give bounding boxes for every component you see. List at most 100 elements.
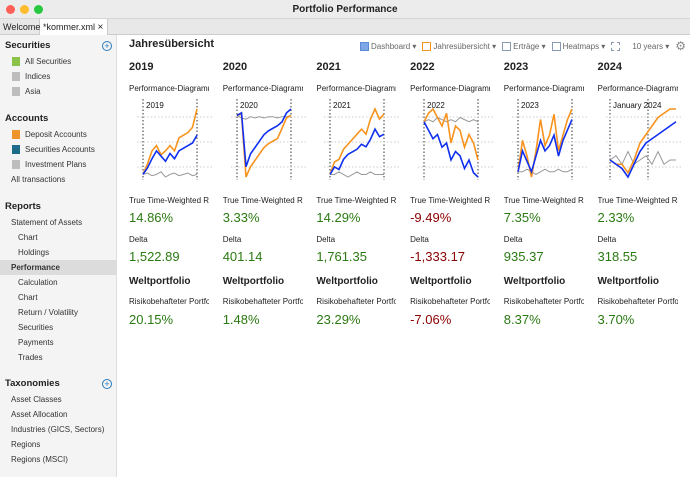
section-taxonomies[interactable]: Taxonomies xyxy=(5,378,60,389)
risk-label: Risikobehafteter Portfolioanteil xyxy=(410,297,491,306)
delta-bars xyxy=(517,168,573,175)
ttwror-value: 7.35% xyxy=(503,210,541,225)
chart-year-label: 2022 xyxy=(427,101,445,110)
risk-label: Risikobehafteter Portfolioanteil xyxy=(503,297,584,306)
performance-mini-chart[interactable]: January 2024 xyxy=(605,97,686,182)
sidebar-item[interactable]: Asia xyxy=(25,87,41,96)
sidebar-item[interactable]: Holdings xyxy=(18,248,50,257)
performance-mini-chart[interactable]: 2020 xyxy=(230,97,311,182)
ttwror-label: True Time-Weighted Rate of Return xyxy=(410,196,491,205)
add-taxonomies-icon[interactable]: + xyxy=(102,379,112,389)
risk-label: Risikobehafteter Portfolioanteil xyxy=(597,297,678,306)
sidebar-item[interactable]: Securities xyxy=(18,323,54,332)
period-dropdown[interactable]: 10 years ▾ xyxy=(632,41,670,51)
new-dashboard-icon[interactable] xyxy=(611,41,621,51)
performance-mini-chart[interactable]: 2023 xyxy=(511,97,592,182)
sidebar-item[interactable]: Statement of Assets xyxy=(11,218,83,227)
portfolio-line xyxy=(236,108,292,168)
ttwror-value: 14.86% xyxy=(129,210,174,225)
selection-highlight xyxy=(0,260,117,275)
sidebar-item[interactable]: Performance xyxy=(11,263,60,272)
sidebar-item[interactable]: Regions (MSCI) xyxy=(11,455,68,464)
sidebar-item[interactable]: Chart xyxy=(18,233,38,242)
sidebar-item[interactable]: Asset Allocation xyxy=(11,410,68,419)
settings-gear-icon[interactable]: ⚙ xyxy=(675,39,686,53)
delta-value: 401.14 xyxy=(222,249,263,264)
delta-label: Delta xyxy=(129,235,148,244)
performance-mini-chart[interactable]: 2021 xyxy=(324,97,404,182)
portfolio-name: Weltportfolio xyxy=(597,276,659,287)
delta-bars xyxy=(330,171,385,178)
sidebar-item[interactable]: Deposit Accounts xyxy=(25,130,87,139)
benchmark-line xyxy=(609,108,676,175)
jahresuebersicht-dropdown[interactable]: Jahresübersicht ▾ xyxy=(422,41,497,51)
folder-icon xyxy=(12,72,20,81)
year-heading: 2024 xyxy=(597,61,622,73)
section-securities[interactable]: Securities xyxy=(5,40,51,51)
heatmaps-label: Heatmaps ▾ xyxy=(562,41,606,51)
risk-label: Risikobehafteter Portfolioanteil xyxy=(129,297,209,306)
tab-welcome[interactable]: Welcome xyxy=(0,19,40,35)
sidebar-item[interactable]: Industries (GICS, Sectors) xyxy=(11,425,105,434)
dashboard-dropdown[interactable]: Dashboard ▾ xyxy=(360,41,416,51)
ttwror-label: True Time-Weighted Rate of Return xyxy=(129,196,209,205)
window-title: Portfolio Performance xyxy=(292,4,398,15)
ertraege-dropdown[interactable]: Erträge ▾ xyxy=(502,41,546,51)
heatmap-icon xyxy=(551,41,561,51)
chart-label: Performance-Diagramm xyxy=(222,84,303,93)
sidebar-item[interactable]: All transactions xyxy=(11,175,66,184)
year-heading: 2019 xyxy=(129,61,154,73)
sidebar-item[interactable]: All Securities xyxy=(25,57,72,66)
performance-mini-chart[interactable]: 2019 xyxy=(137,97,217,182)
portfolio-name: Weltportfolio xyxy=(222,276,285,287)
ttwror-value: 3.33% xyxy=(222,210,260,225)
chart-label: Performance-Diagramm xyxy=(503,84,584,93)
zoom-window-button[interactable] xyxy=(34,5,43,14)
sidebar-item[interactable]: Indices xyxy=(25,72,51,81)
sidebar-item[interactable]: Payments xyxy=(18,338,54,347)
sidebar-item[interactable]: Investment Plans xyxy=(25,160,87,169)
sidebar-item[interactable]: Return / Volatility xyxy=(18,308,79,317)
portfolio-line xyxy=(142,134,198,175)
minimize-window-button[interactable] xyxy=(20,5,29,14)
chart-label: Performance-Diagramm xyxy=(316,84,397,93)
ttwror-label: True Time-Weighted Rate of Return xyxy=(503,196,584,205)
earnings-icon xyxy=(502,41,512,51)
year-column-2023: 2023 Performance-Diagramm 2023 True Time-We… xyxy=(504,35,594,335)
section-reports[interactable]: Reports xyxy=(5,201,41,212)
delta-value: 318.55 xyxy=(597,249,638,264)
benchmark-line xyxy=(329,107,385,175)
sidebar-item[interactable]: Securities Accounts xyxy=(25,145,95,154)
ttwror-value: 2.33% xyxy=(597,210,635,225)
portfolio-line xyxy=(423,121,479,178)
close-window-button[interactable] xyxy=(6,5,15,14)
sidebar-item[interactable]: Trades xyxy=(18,353,43,362)
ttwror-label: True Time-Weighted Rate of Return xyxy=(222,196,303,205)
benchmark-line xyxy=(517,108,573,178)
dashboard-icon xyxy=(360,41,370,51)
chart-label: Performance-Diagramm xyxy=(129,84,209,93)
close-tab-icon[interactable]: × xyxy=(97,22,104,33)
add-securities-icon[interactable]: + xyxy=(102,41,112,51)
delta-label: Delta xyxy=(316,235,336,244)
benchmark-line xyxy=(236,113,292,178)
delta-label: Delta xyxy=(222,235,242,244)
performance-mini-chart[interactable]: 2022 xyxy=(418,97,498,182)
sidebar-item[interactable]: Regions xyxy=(11,440,41,449)
chart-year-label: 2021 xyxy=(333,101,351,110)
tab-bar: Welcome *kommer.xml × xyxy=(0,19,690,35)
jahres-label: Jahresübersicht ▾ xyxy=(433,41,497,51)
portfolio-name: Weltportfolio xyxy=(129,276,191,287)
tab-kommer[interactable]: *kommer.xml × xyxy=(40,19,108,35)
section-accounts[interactable]: Accounts xyxy=(5,113,49,124)
risk-label: Risikobehafteter Portfolioanteil xyxy=(222,297,303,306)
chart-year-label: 2019 xyxy=(146,101,164,110)
ttwror-label: True Time-Weighted Rate of Return xyxy=(316,196,397,205)
heatmaps-dropdown[interactable]: Heatmaps ▾ xyxy=(551,41,606,51)
delta-bars xyxy=(609,150,676,166)
sidebar-item[interactable]: Calculation xyxy=(18,278,58,287)
folder-icon xyxy=(12,87,20,96)
delta-value: 935.37 xyxy=(503,249,544,264)
sidebar-item[interactable]: Asset Classes xyxy=(11,395,62,404)
sidebar-item[interactable]: Chart xyxy=(18,293,38,302)
